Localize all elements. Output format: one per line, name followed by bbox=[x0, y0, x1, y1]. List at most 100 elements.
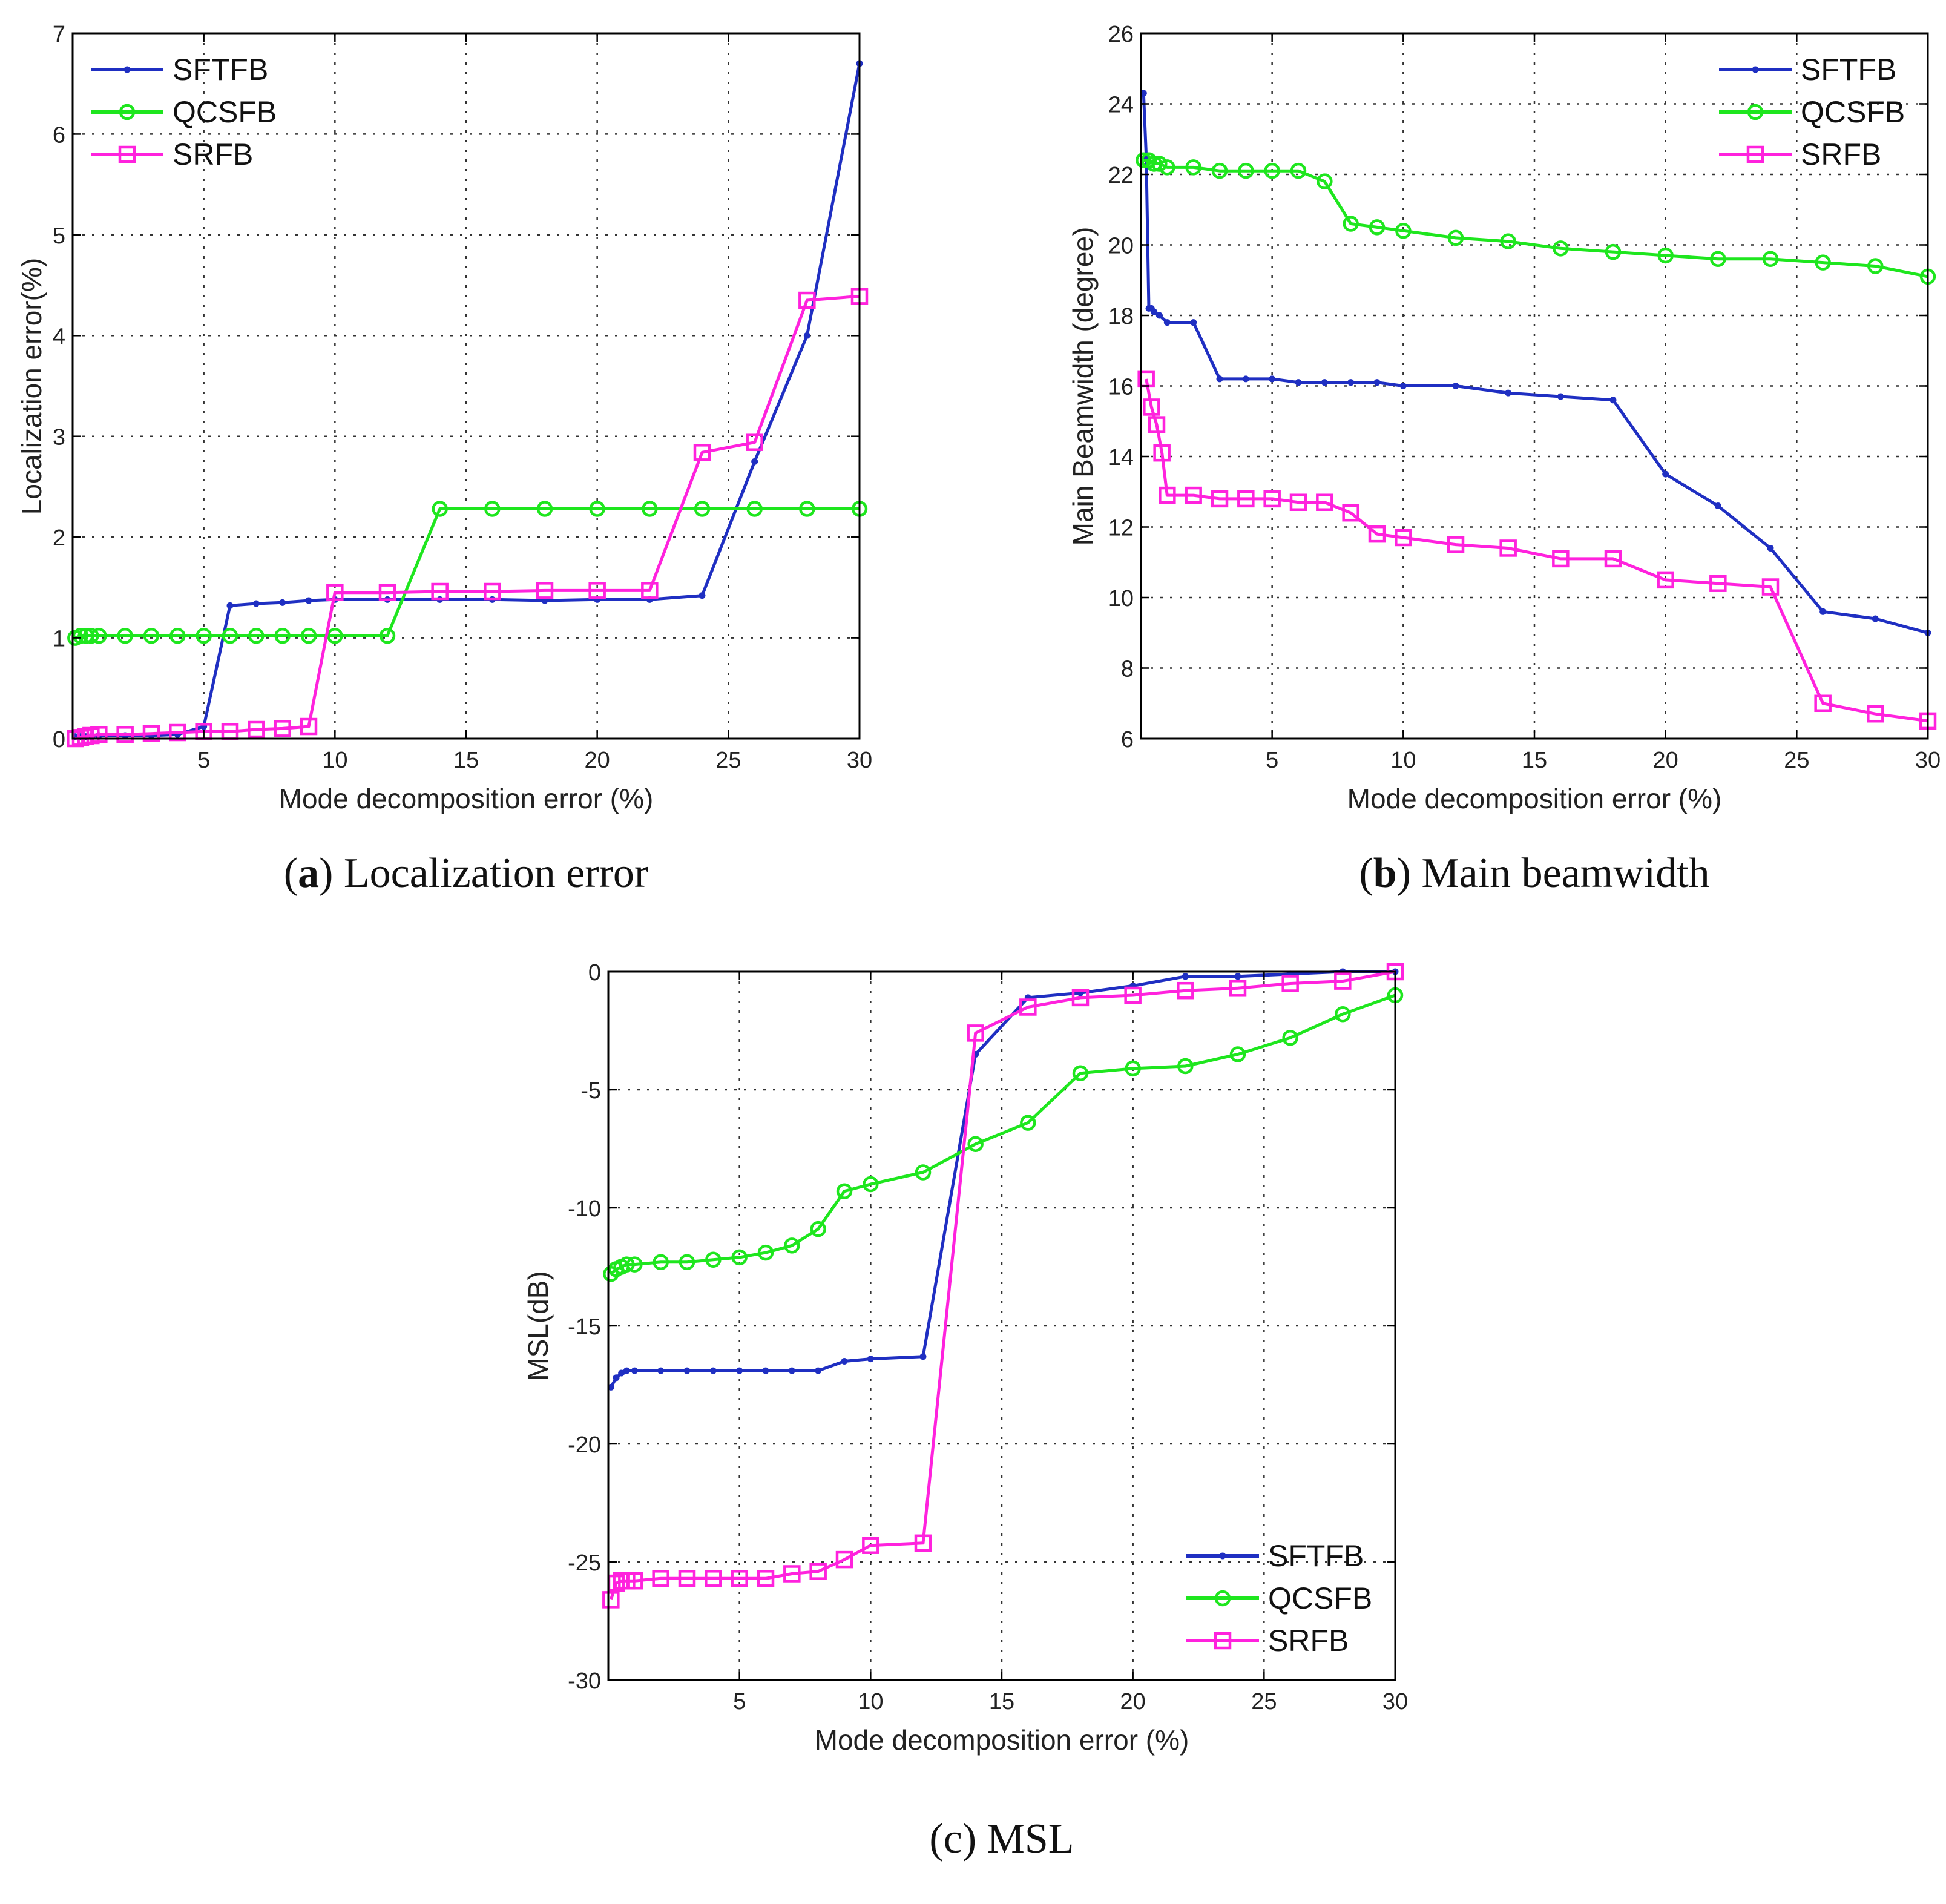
panel-caption-c: (c) MSL bbox=[929, 1816, 1074, 1862]
data-point-sftfb bbox=[1714, 502, 1721, 510]
data-point-qcsfb bbox=[1211, 162, 1228, 179]
legend-label-qcsfb: QCSFB bbox=[1801, 95, 1905, 129]
data-point-srfb bbox=[1368, 525, 1386, 543]
data-point-srfb bbox=[274, 720, 291, 737]
data-point-sftfb bbox=[803, 332, 810, 339]
data-point-sftfb bbox=[1373, 379, 1381, 386]
series-line-qcsfb bbox=[610, 993, 1396, 1276]
x-axis-label-c: Mode decomposition error (%) bbox=[815, 1724, 1189, 1756]
data-point-qcsfb bbox=[1185, 159, 1201, 176]
data-point-srfb bbox=[1281, 975, 1299, 992]
data-point-sftfb bbox=[613, 1374, 620, 1382]
data-point-qcsfb bbox=[1290, 162, 1307, 179]
x-tick-label: 10 bbox=[858, 1689, 883, 1715]
caption-text-c: MSL bbox=[987, 1816, 1074, 1862]
data-point-qcsfb bbox=[619, 1256, 635, 1273]
data-point-srfb bbox=[1159, 486, 1176, 504]
y-tick-label: 1 bbox=[53, 627, 65, 652]
data-point-qcsfb bbox=[1605, 243, 1622, 260]
data-point-qcsfb bbox=[1159, 159, 1175, 176]
data-point-sftfb bbox=[919, 1353, 927, 1360]
grid-a bbox=[73, 33, 860, 739]
data-point-srfb bbox=[1447, 536, 1465, 553]
y-tick-label: 7 bbox=[53, 22, 65, 47]
y-tick-label: 0 bbox=[588, 960, 601, 986]
data-point-srfb bbox=[757, 1570, 775, 1587]
legend-marker-sftfb bbox=[1219, 1552, 1226, 1560]
data-point-srfb bbox=[1552, 550, 1570, 568]
data-point-qcsfb bbox=[91, 627, 107, 644]
y-tick-label: 6 bbox=[1121, 727, 1134, 753]
data-point-sftfb bbox=[762, 1367, 769, 1374]
data-point-sftfb bbox=[1163, 319, 1171, 326]
data-point-srfb bbox=[1124, 986, 1142, 1004]
data-point-sftfb bbox=[1155, 312, 1163, 319]
x-axis-label-b: Mode decomposition error (%) bbox=[1347, 783, 1722, 814]
data-point-qcsfb bbox=[1369, 219, 1386, 236]
data-point-qcsfb bbox=[836, 1183, 853, 1199]
data-point-srfb bbox=[536, 582, 554, 599]
data-point-sftfb bbox=[1321, 379, 1328, 386]
data-point-srfb bbox=[783, 1565, 801, 1583]
data-point-qcsfb bbox=[72, 627, 89, 644]
data-point-sftfb bbox=[788, 1367, 795, 1374]
chart-panel-a: 5 10 15 20 25 30 0 1 2 3 4 5 6 7 Mode decomposition e… bbox=[16, 22, 872, 897]
data-point-qcsfb bbox=[1395, 222, 1412, 239]
y-tick-label: -30 bbox=[568, 1668, 601, 1694]
data-point-qcsfb bbox=[1867, 258, 1884, 274]
data-point-srfb bbox=[1709, 575, 1727, 592]
data-point-qcsfb bbox=[653, 1254, 669, 1270]
legend-marker-srfb bbox=[1214, 1632, 1232, 1650]
data-point-sftfb bbox=[1234, 973, 1241, 980]
data-point-srfb bbox=[1185, 486, 1202, 504]
data-point-qcsfb bbox=[432, 501, 448, 517]
legend-marker-sftfb bbox=[1752, 66, 1759, 73]
data-point-srfb bbox=[326, 584, 344, 601]
data-point-qcsfb bbox=[274, 627, 291, 644]
data-point-srfb bbox=[169, 723, 186, 742]
data-point-srfb bbox=[1071, 989, 1090, 1007]
legend-a: SFTFB QCSFB SRFB bbox=[91, 53, 277, 171]
data-point-srfb bbox=[1395, 529, 1412, 547]
y-tick-label: 0 bbox=[53, 727, 65, 753]
data-point-sftfb bbox=[1242, 375, 1249, 383]
ticks-b: 5 10 15 20 25 30 6 8 10 12 14 16 18 20 22 24 26 bbox=[1108, 22, 1941, 773]
data-point-srfb bbox=[914, 1534, 932, 1552]
data-point-qcsfb bbox=[1151, 156, 1168, 172]
panel-caption-b: (b) Main beamwidth bbox=[1359, 850, 1709, 897]
data-point-sftfb bbox=[1557, 393, 1564, 400]
y-tick-label: 20 bbox=[1108, 234, 1134, 259]
data-point-sftfb bbox=[252, 600, 260, 607]
data-point-sftfb bbox=[867, 1356, 874, 1363]
x-tick-label: 10 bbox=[322, 748, 347, 773]
data-point-qcsfb bbox=[117, 627, 133, 644]
legend-c: SFTFB QCSFB SRFB bbox=[1186, 1539, 1372, 1658]
data-point-sftfb bbox=[699, 592, 706, 599]
panel-caption-a: (a) Localization error bbox=[284, 850, 648, 897]
data-point-qcsfb bbox=[705, 1251, 722, 1268]
ticks-a: 5 10 15 20 25 30 0 1 2 3 4 5 6 7 bbox=[53, 22, 872, 773]
y-tick-label: -20 bbox=[568, 1432, 601, 1458]
x-tick-label: 20 bbox=[1653, 748, 1678, 773]
data-point-srfb bbox=[116, 726, 134, 743]
data-point-srfb bbox=[602, 1591, 620, 1609]
y-tick-label: -25 bbox=[568, 1550, 601, 1576]
data-point-srfb bbox=[1153, 444, 1171, 462]
data-point-qcsfb bbox=[1136, 152, 1152, 168]
data-point-qcsfb bbox=[327, 627, 343, 644]
data-point-qcsfb bbox=[1710, 251, 1726, 268]
data-point-srfb bbox=[1229, 980, 1247, 997]
y-tick-label: 16 bbox=[1108, 375, 1134, 400]
legend-b: SFTFB QCSFB SRFB bbox=[1719, 53, 1905, 171]
data-point-srfb bbox=[142, 725, 160, 742]
data-point-sftfb bbox=[1295, 379, 1302, 386]
data-point-qcsfb bbox=[1343, 216, 1359, 232]
data-point-qcsfb bbox=[1447, 229, 1464, 246]
legend-marker-sftfb bbox=[123, 66, 131, 73]
data-point-qcsfb bbox=[915, 1164, 932, 1181]
y-tick-label: 26 bbox=[1108, 22, 1134, 47]
data-point-qcsfb bbox=[1238, 162, 1254, 179]
data-point-qcsfb bbox=[642, 501, 658, 517]
data-point-srfb bbox=[862, 1537, 879, 1554]
data-point-srfb bbox=[1604, 550, 1622, 568]
